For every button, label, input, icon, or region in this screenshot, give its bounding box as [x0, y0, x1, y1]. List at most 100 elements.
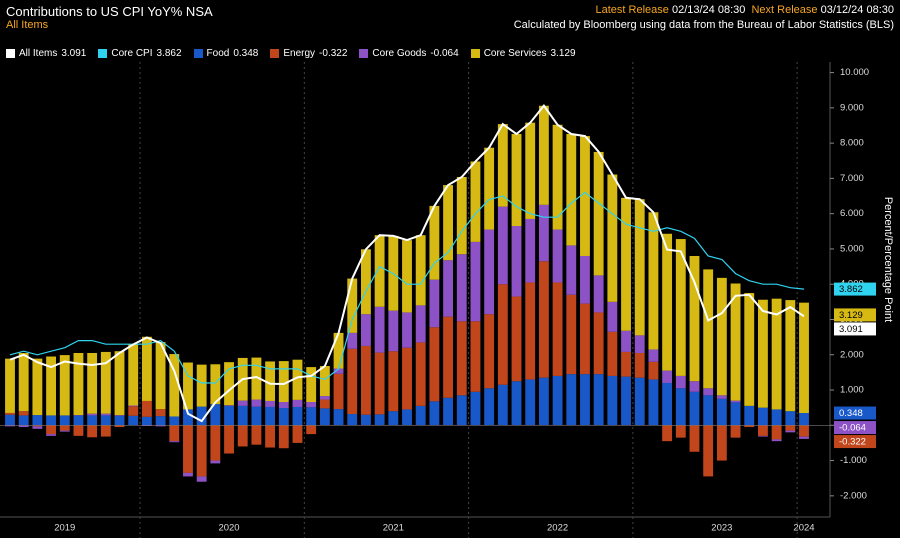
bar-segment — [429, 401, 440, 426]
bar-segment — [46, 356, 56, 416]
value-tag — [834, 282, 876, 296]
legend-item: Core Goods -0.064 — [359, 47, 459, 59]
bar-segment — [196, 406, 207, 426]
bar-segment — [799, 436, 809, 439]
bar-segment — [648, 212, 659, 350]
bar-segment — [662, 382, 673, 426]
value-tag-label: 3.862 — [839, 284, 863, 295]
bar-segment — [648, 361, 659, 380]
bar-segment — [621, 330, 631, 352]
legend-label: Core Services — [483, 47, 547, 59]
bar-segment — [415, 305, 426, 343]
bar-segment — [32, 426, 43, 429]
bar-segment — [730, 425, 741, 438]
bar-segment — [429, 205, 440, 280]
bar-segment — [237, 425, 248, 447]
bar-segment — [128, 405, 139, 407]
value-tag — [834, 421, 876, 435]
bar-segment — [224, 362, 234, 406]
bar-segment — [292, 399, 303, 407]
bar-segment — [689, 425, 700, 452]
bar-segment — [703, 269, 714, 389]
bar-segment — [59, 425, 70, 431]
legend-value: -0.064 — [430, 47, 459, 59]
x-tick-label: 2022 — [547, 523, 568, 534]
bar-segment — [484, 314, 495, 389]
bar-segment — [799, 425, 809, 437]
bar-segment — [402, 347, 412, 410]
bar-segment — [525, 282, 536, 380]
bar-segment — [689, 255, 700, 382]
bar-segment — [100, 415, 111, 426]
bar-segment — [648, 349, 659, 362]
bar-segment — [538, 377, 549, 426]
bar-segment — [114, 415, 125, 416]
bar-segment — [73, 352, 84, 416]
bar-segment — [730, 283, 741, 401]
bar-segment — [196, 364, 207, 407]
bar-segment — [607, 301, 618, 332]
bar-segment — [402, 409, 412, 426]
bar-segment — [429, 327, 440, 402]
legend-label: Energy — [283, 47, 316, 59]
bar-segment — [744, 293, 755, 406]
bar-segment — [224, 405, 234, 406]
bar-segment — [73, 415, 84, 426]
bar-segment — [196, 425, 207, 477]
bar-segment — [32, 425, 43, 427]
bar-segment — [169, 425, 180, 442]
bar-segment — [675, 239, 686, 376]
bar-segment — [525, 122, 536, 219]
bar-segment — [716, 395, 727, 399]
legend-swatch — [270, 48, 280, 58]
bar-segment — [771, 439, 782, 442]
bar-segment — [689, 391, 700, 426]
bar-segment — [388, 351, 399, 412]
bar-segment — [716, 425, 727, 461]
bar-segment — [538, 105, 549, 205]
bar-segment — [306, 402, 317, 408]
legend-swatch — [359, 48, 369, 58]
bar-segment — [511, 226, 522, 297]
bar-segment — [607, 375, 618, 426]
value-tag — [834, 308, 876, 322]
bar-segment — [59, 415, 70, 426]
bar-segment — [100, 351, 111, 414]
bar-segment — [87, 413, 98, 416]
bar-segment — [703, 395, 714, 426]
bar-segment — [744, 405, 755, 426]
bar-segment — [525, 218, 536, 283]
x-tick-label: 2020 — [218, 523, 239, 534]
bar-segment — [662, 233, 673, 371]
bar-segment — [497, 284, 508, 385]
bar-segment — [621, 376, 631, 426]
bar-segment — [580, 303, 590, 375]
bar-segment — [716, 277, 727, 396]
bar-segment — [46, 425, 56, 435]
bar-segment — [292, 425, 303, 443]
bar-segment — [347, 278, 358, 333]
bar-segment — [662, 425, 673, 442]
bar-segment — [251, 357, 262, 400]
bar-segment — [100, 425, 111, 437]
chart-subtitle: All Items — [6, 19, 49, 31]
legend-value: 3.091 — [61, 47, 87, 59]
bar-segment — [580, 255, 590, 304]
bar-segment — [730, 402, 741, 426]
bar-segment — [415, 235, 426, 306]
bar-segment — [32, 358, 43, 416]
legend-value: 3.862 — [156, 47, 182, 59]
legend-item: Food 0.348 — [193, 48, 258, 59]
bar-segment — [114, 351, 125, 416]
bar-segment — [333, 409, 344, 426]
bar-segment — [785, 430, 796, 433]
bar-segment — [319, 408, 330, 426]
x-tick-label: 2024 — [793, 523, 814, 534]
bar-segment — [607, 174, 618, 302]
bar-segment — [456, 176, 467, 255]
bar-segment — [5, 425, 15, 427]
bar-segment — [456, 254, 467, 322]
value-tag-label: 0.348 — [839, 408, 863, 419]
bar-segment — [703, 388, 714, 396]
